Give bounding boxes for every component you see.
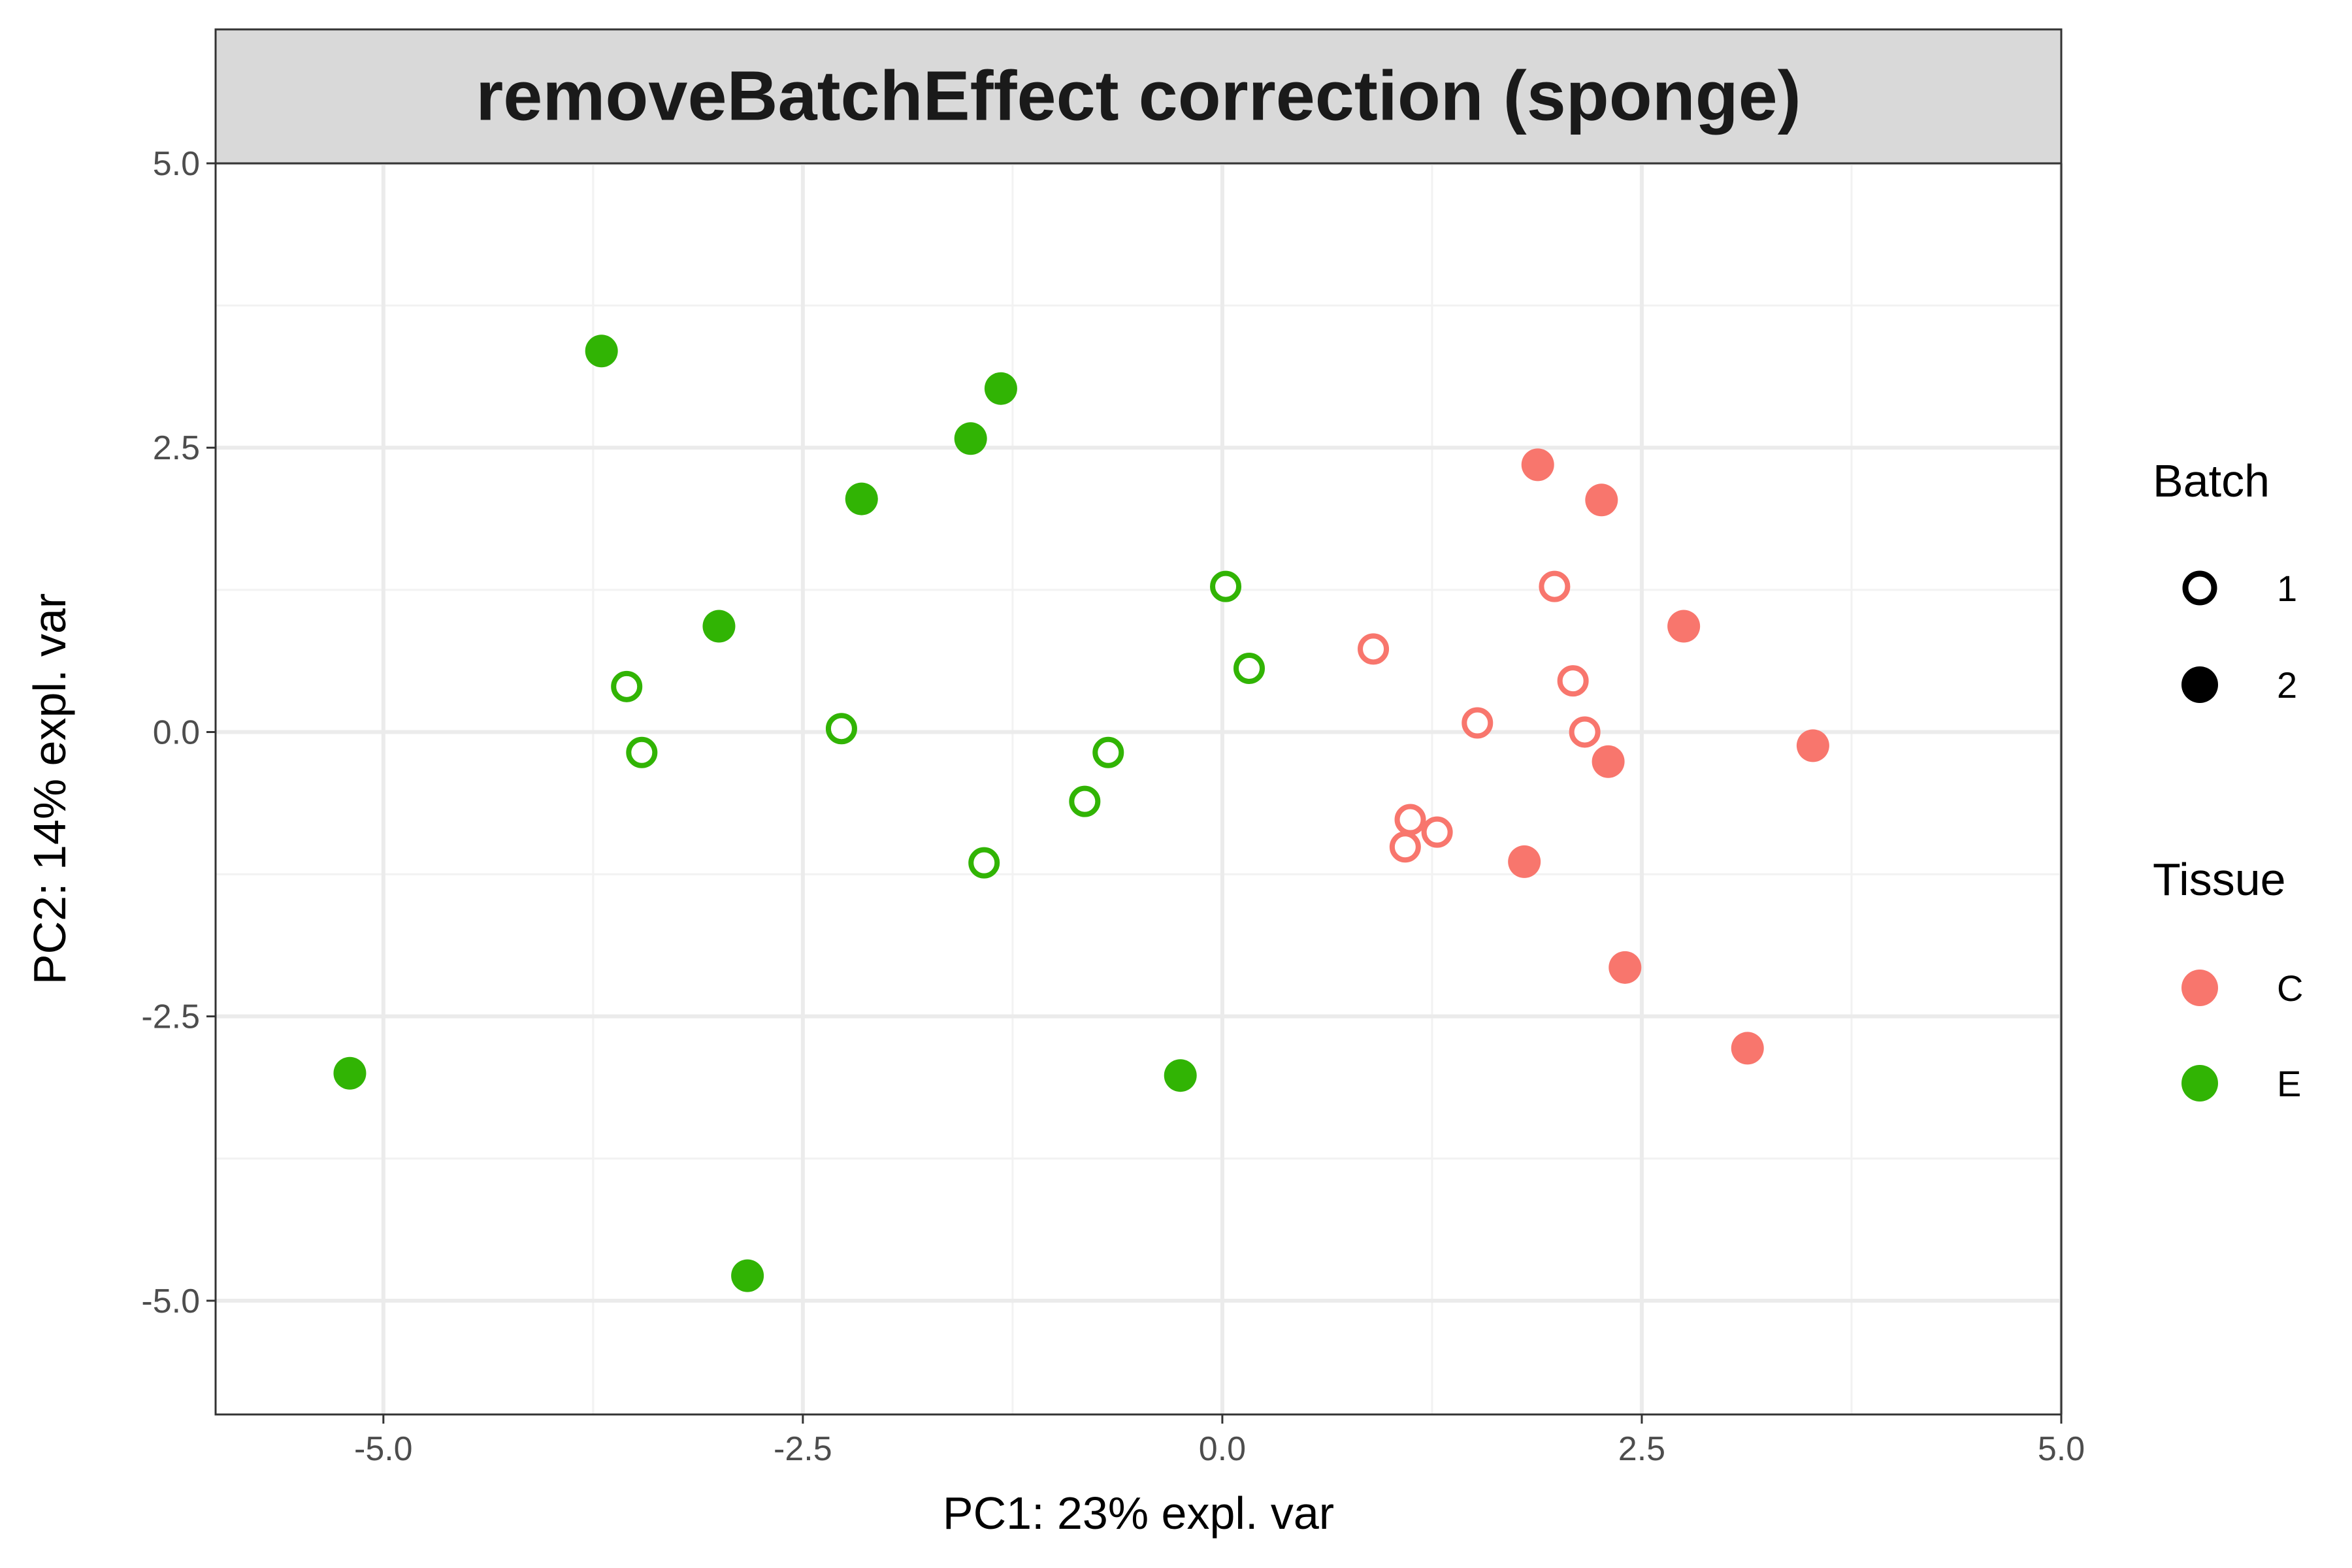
legend-batch-title: Batch <box>2153 455 2270 506</box>
data-point-C-batch1 <box>1358 633 1390 665</box>
legend-batch-label: 2 <box>2277 664 2297 706</box>
title-strip-background <box>214 28 2063 165</box>
data-point-E-batch2 <box>845 482 878 515</box>
data-point-C-batch1 <box>1569 716 1601 748</box>
data-point-E-batch1 <box>626 736 658 768</box>
data-point-C-batch1 <box>1421 816 1453 848</box>
y-axis-title: PC2: 14% expl. var <box>24 593 75 985</box>
data-point-C-batch2 <box>1508 845 1541 878</box>
data-point-C-batch2 <box>1731 1032 1764 1065</box>
x-tick-label: -5.0 <box>354 1430 413 1468</box>
legend-tissue-label: C <box>2277 968 2303 1009</box>
data-point-C-batch2 <box>1592 745 1625 778</box>
y-tick-label: 2.5 <box>153 429 200 467</box>
data-point-C-batch1 <box>1389 831 1421 863</box>
data-point-C-batch2 <box>1585 483 1618 517</box>
data-point-E-batch2 <box>731 1259 764 1292</box>
data-point-E-batch2 <box>333 1056 367 1090</box>
data-point-C-batch1 <box>1539 570 1571 602</box>
data-point-E-batch1 <box>825 713 857 745</box>
data-point-E-batch1 <box>611 670 643 702</box>
data-point-E-batch2 <box>984 372 1017 405</box>
axis-ticks: -5.0 -2.5 0.0 2.5 5.0 -5.0 -2.5 0.0 2.5 5.0 <box>141 145 2085 1468</box>
data-point-E-batch2 <box>585 335 618 368</box>
y-tick-label: 0.0 <box>153 713 200 751</box>
data-point-C-batch2 <box>1521 448 1554 482</box>
legend-tissue-key <box>2181 1065 2218 1102</box>
data-point-C-batch2 <box>1796 729 1829 762</box>
legend-tissue-label: E <box>2277 1063 2301 1104</box>
legend-batch-key-filled-circle <box>2181 666 2218 703</box>
x-tick-label: -2.5 <box>774 1430 832 1468</box>
data-point-C-batch2 <box>1609 951 1642 984</box>
data-point-E-batch1 <box>968 847 1000 879</box>
legend: Batch Tissue 1 2 C E <box>2153 455 2303 1104</box>
x-axis-title: PC1: 23% expl. var <box>943 1488 1334 1539</box>
data-point-E-batch2 <box>702 610 736 643</box>
legend-tissue-title: Tissue <box>2153 854 2286 905</box>
data-point-E-batch2 <box>954 422 987 455</box>
data-point-C-batch1 <box>1394 804 1426 836</box>
data-point-E-batch1 <box>1092 736 1124 768</box>
data-point-E-batch1 <box>1233 652 1265 684</box>
title-strip: removeBatchEffect correction (sponge) <box>214 28 2063 165</box>
data-point-E-batch1 <box>1210 570 1242 602</box>
plot-background <box>216 163 2061 1414</box>
x-tick-label: 2.5 <box>1618 1430 1665 1468</box>
data-point-E-batch2 <box>1164 1059 1197 1092</box>
chart-title: removeBatchEffect correction (sponge) <box>476 56 1801 135</box>
data-point-C-batch1 <box>1462 707 1494 739</box>
x-tick-label: 5.0 <box>2038 1430 2085 1468</box>
legend-batch-key-open-circle <box>2182 570 2217 606</box>
legend-batch-label: 1 <box>2277 568 2297 609</box>
panel-background <box>216 163 2061 1414</box>
data-point-C-batch1 <box>1557 665 1589 697</box>
legend-tissue-key <box>2181 970 2218 1006</box>
data-points <box>333 335 1829 1292</box>
data-point-E-batch1 <box>1069 785 1101 817</box>
y-tick-label: -2.5 <box>141 998 200 1036</box>
x-tick-label: 0.0 <box>1199 1430 1246 1468</box>
y-tick-label: -5.0 <box>141 1282 200 1320</box>
y-tick-label: 5.0 <box>153 145 200 183</box>
data-point-C-batch2 <box>1667 610 1701 643</box>
